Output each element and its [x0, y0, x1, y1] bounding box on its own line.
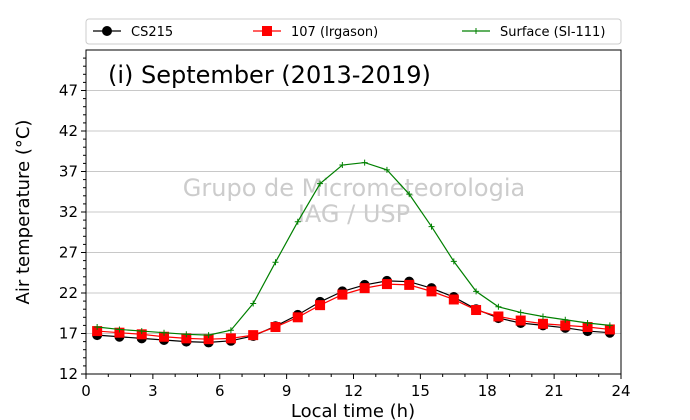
data-point: [317, 180, 324, 187]
x-tick-label: 15: [411, 382, 430, 400]
series-line: [97, 283, 610, 340]
legend-entry-1: 107 (Irgason): [253, 25, 378, 40]
data-point: [138, 328, 145, 335]
data-point: [250, 300, 257, 307]
data-point: [225, 333, 236, 344]
x-tick-label: 3: [148, 382, 158, 400]
y-tick-label: 37: [59, 163, 78, 181]
data-point: [426, 286, 437, 297]
y-axis-label: Air temperature (°C): [13, 120, 34, 305]
data-point: [562, 316, 569, 323]
data-point: [606, 322, 613, 329]
chart-title: (i) September (2013-2019): [108, 61, 431, 89]
data-point: [294, 218, 301, 225]
x-axis-label: Local time (h): [291, 401, 415, 420]
x-tick-label: 6: [215, 382, 225, 400]
data-point: [473, 288, 480, 295]
x-tick-label: 21: [545, 382, 564, 400]
legend-marker: [473, 28, 479, 34]
data-point: [359, 283, 370, 294]
legend-entry-0: CS215: [93, 25, 173, 40]
data-point: [94, 324, 101, 331]
series-2: [94, 159, 613, 339]
data-point: [448, 294, 459, 305]
data-point: [315, 300, 326, 311]
data-point: [205, 332, 212, 339]
data-point: [183, 331, 190, 338]
data-point: [406, 191, 413, 198]
y-tick-label: 17: [59, 325, 78, 343]
data-point: [450, 258, 457, 265]
x-tick-label: 0: [81, 382, 91, 400]
y-tick-label: 32: [59, 203, 78, 221]
legend-label: 107 (Irgason): [291, 25, 378, 40]
data-point: [515, 315, 526, 326]
data-point: [537, 318, 548, 329]
data-point: [248, 330, 259, 341]
x-tick-label: 9: [282, 382, 292, 400]
data-point: [361, 159, 368, 166]
legend-label: CS215: [131, 25, 173, 40]
data-point: [383, 166, 390, 173]
y-tick-label: 42: [59, 122, 78, 140]
y-tick-label: 47: [59, 82, 78, 100]
data-point: [339, 162, 346, 169]
x-tick-label: 24: [611, 382, 630, 400]
data-point: [270, 322, 281, 333]
legend-box: [85, 18, 622, 45]
data-point: [116, 326, 123, 333]
legend-marker: [262, 26, 272, 36]
legend: CS215 107 (Irgason) Surface (SI-111): [85, 18, 622, 45]
data-point: [584, 319, 591, 326]
y-tick-label: 12: [59, 365, 78, 383]
axes: 0 3 6 9 12 15 18 21 24 12 17 22 27 32 37 42 47: [59, 57, 631, 400]
series-1: [92, 279, 615, 345]
data-point: [227, 327, 234, 334]
data-point: [404, 279, 415, 290]
grid-lines: [86, 90, 621, 334]
data-point: [471, 305, 482, 316]
watermark: Grupo de Micrometeorologia IAG / USP: [183, 174, 525, 228]
legend-entry-2: Surface (SI-111): [462, 25, 605, 40]
data-point: [292, 312, 303, 323]
data-point: [161, 329, 168, 336]
data-point: [539, 313, 546, 320]
y-tick-label: 22: [59, 284, 78, 302]
legend-label: Surface (SI-111): [500, 25, 605, 40]
data-point: [337, 289, 348, 300]
y-tick-label: 27: [59, 244, 78, 262]
data-point: [517, 309, 524, 316]
watermark-line-1: Grupo de Micrometeorologia: [183, 174, 525, 202]
data-point: [428, 223, 435, 230]
legend-marker: [102, 26, 112, 36]
x-tick-label: 12: [344, 382, 363, 400]
data-point: [381, 279, 392, 290]
x-tick-label: 18: [478, 382, 497, 400]
watermark-line-2: IAG / USP: [298, 200, 410, 228]
data-point: [495, 303, 502, 310]
series-line: [97, 161, 610, 336]
series-layer: [92, 159, 615, 348]
data-point: [272, 259, 279, 266]
data-point: [493, 311, 504, 322]
series-0: [92, 275, 615, 348]
